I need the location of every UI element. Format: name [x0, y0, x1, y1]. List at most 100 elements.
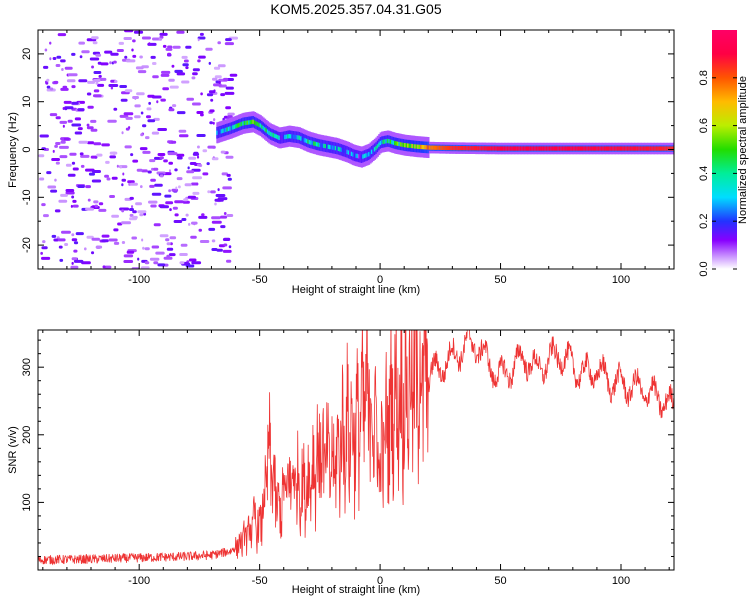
spectrogram-noise-cell [79, 152, 84, 156]
spectrogram-noise-cell [172, 206, 178, 210]
spectrogram-noise-cell [131, 205, 134, 209]
spectrogram-noise-cell [123, 260, 134, 263]
spectrogram-ridge-core [515, 146, 518, 151]
spectrogram-ridge-core [320, 143, 323, 148]
spectrogram-noise-cell [109, 155, 116, 159]
spectrogram-noise-cell [132, 215, 138, 219]
spectrogram-noise-cell [137, 70, 147, 74]
spectrogram-noise-cell [71, 261, 74, 265]
spectrogram-noise-cell [81, 50, 90, 54]
spectrogram-ridge-core [264, 127, 267, 132]
spectrogram-noise-cell [64, 243, 69, 246]
spectrogram-noise-cell [111, 176, 118, 180]
spectrogram-ridge-core [451, 145, 455, 151]
spectrogram-noise-cell [169, 242, 173, 246]
spectrogram-noise-cell [104, 265, 112, 269]
spectrogram-noise-cell [46, 171, 52, 175]
spectrogram-noise-cell [134, 115, 141, 119]
spectrogram-noise-cell [212, 77, 218, 81]
spectrogram-noise-cell [223, 77, 229, 81]
spectrogram-noise-cell [186, 170, 195, 174]
spectrogram-ridge-core [219, 129, 222, 134]
spectrogram-ridge-core [271, 132, 274, 137]
spectrogram-ridge-core [220, 129, 223, 134]
spectrogram-noise-cell [118, 41, 124, 45]
spectrogram-ridge-core [463, 146, 466, 151]
spectrogram-ridge-core [314, 141, 317, 146]
spectrogram-ridge-core [528, 146, 531, 151]
spectrogram-y-label: Frequency (Hz) [7, 112, 19, 188]
spectrogram-ridge-core [239, 122, 242, 127]
spectrogram-noise-cell [168, 169, 171, 173]
spectrogram-noise-cell [39, 177, 45, 181]
spectrogram-noise-cell [86, 235, 94, 239]
y-tick-label: 10 [21, 96, 33, 108]
spectrogram-noise-cell [71, 85, 76, 89]
spectrogram-ridge-core [466, 146, 469, 151]
spectrogram-ridge-core [525, 146, 528, 151]
spectrogram-noise-cell [108, 84, 119, 87]
spectrogram-noise-cell [110, 86, 114, 90]
spectrogram-noise-cell [129, 196, 134, 200]
spectrogram-noise-cell [191, 261, 202, 265]
spectrogram-noise-cell [225, 106, 231, 110]
spectrogram-noise-cell [196, 155, 200, 159]
spectrogram-ridge-core [570, 146, 573, 151]
spectrogram-y-ticks: -20 -10 0 10 20 [21, 29, 674, 270]
spectrogram-noise-cell [165, 201, 174, 205]
spectrogram-ridge-core [488, 146, 491, 151]
spectrogram-noise-cell [91, 65, 94, 69]
spectrogram-ridge-core [654, 146, 657, 151]
spectrogram-noise-cell [72, 167, 79, 171]
spectrogram-ridge-core [370, 149, 374, 154]
spectrogram-ridge-core [628, 146, 631, 151]
spectrogram-noise-cell [187, 195, 196, 199]
spectrogram-noise-cell [198, 228, 202, 232]
spectrogram-noise-cell [90, 119, 97, 123]
y-tick-label: 300 [21, 358, 33, 376]
spectrogram-noise-cell [145, 136, 150, 140]
spectrogram-noise-cell [188, 258, 197, 262]
spectrogram-noise-cell [60, 137, 65, 141]
spectrogram-noise-cell [62, 85, 68, 89]
spectrogram-ridge-core [261, 124, 264, 129]
spectrogram-noise-cell [220, 215, 228, 219]
spectrogram-noise-cell [228, 245, 232, 249]
spectrogram-noise-cell [93, 94, 102, 98]
spectrogram-noise-cell [213, 83, 222, 87]
spectrogram-ridge-core [222, 128, 225, 133]
spectrogram-ridge-core [331, 145, 335, 150]
spectrogram-noise-cell [71, 257, 78, 261]
spectrogram-ridge-core [436, 145, 439, 150]
spectrogram-noise-cell [91, 251, 95, 255]
spectrogram-noise-cell [197, 59, 201, 63]
spectrogram-noise-cell [198, 55, 206, 59]
spectrogram-ridge-core [329, 144, 332, 150]
x-tick-label: -100 [128, 575, 150, 587]
snr-x-label: Height of straight line (km) [292, 584, 420, 596]
spectrogram-ridge-core [670, 146, 673, 151]
spectrogram-noise-cell [142, 246, 145, 250]
spectrogram-noise-cell [132, 210, 137, 214]
spectrogram-ridge-core [423, 145, 426, 150]
spectrogram-ridge-core [590, 146, 593, 151]
spectrogram-noise-cell [209, 121, 213, 125]
spectrogram-noise-cell [62, 107, 65, 110]
spectrogram-noise-cell [49, 87, 54, 91]
spectrogram-noise-cell [159, 32, 168, 36]
x-tick-label: -50 [252, 575, 268, 587]
spectrogram-noise-cell [152, 37, 160, 41]
spectrogram-noise-cell [71, 195, 75, 199]
spectrogram-noise-cell [224, 42, 234, 46]
spectrogram-ridge-core [602, 146, 605, 151]
spectrogram-ridge-core [501, 146, 504, 151]
spectrogram-noise-cell [136, 92, 145, 96]
spectrogram-noise-cell [192, 176, 202, 180]
spectrogram-ridge-core [326, 144, 329, 149]
spectrogram-ridge-core [593, 146, 596, 151]
colorbar-tick-label: 0.2 [698, 214, 710, 229]
spectrogram-noise-cell [154, 183, 163, 187]
spectrogram-noise-cell [148, 42, 151, 46]
spectrogram-ridge-core [291, 134, 294, 139]
spectrogram-ridge-core [359, 154, 362, 159]
